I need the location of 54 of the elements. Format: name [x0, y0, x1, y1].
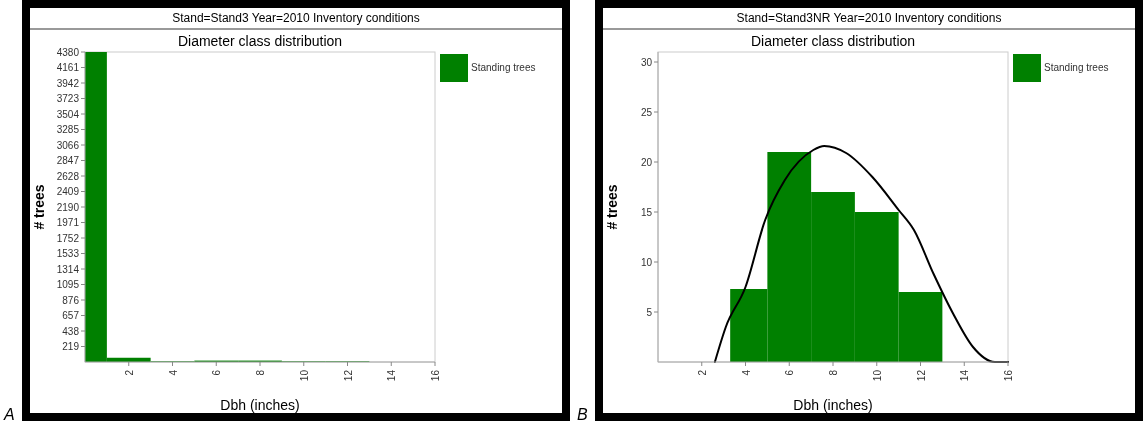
y-tick-label: 1533: [56, 248, 80, 259]
text: Standing trees: [471, 61, 536, 73]
text: A: [3, 406, 15, 423]
y-tick-label: 4161: [56, 62, 80, 73]
x-tick-label: 14: [959, 369, 971, 382]
chart-title: Stand=Stand3NR Year=2010 Inventory conditions: [736, 11, 1002, 25]
x-tick-label: 12: [342, 369, 354, 382]
y-tick-label: 3066: [56, 139, 80, 151]
x-tick-label: 4: [167, 369, 179, 376]
y-tick-label: 15: [640, 206, 653, 218]
y-tick-label: 25: [640, 106, 653, 118]
y-tick-label: 3942: [56, 77, 80, 89]
x-tick-label: 4: [740, 369, 752, 376]
x-tick-label: 16: [430, 369, 441, 382]
x-axis-title: Dbh (inches): [793, 397, 873, 413]
chart-title: Stand=Stand3 Year=2010 Inventory conditions: [172, 11, 420, 25]
y-tick-label: 3285: [56, 124, 80, 135]
chart-subtitle: Diameter class distribution: [750, 33, 916, 49]
y-tick-label: 1752: [56, 232, 80, 244]
y-tick-label: 3723: [56, 93, 80, 104]
y-tick-label: 219: [62, 341, 80, 352]
y-tick-label: 2847: [56, 155, 80, 166]
x-tick-label: 12: [915, 369, 927, 382]
x-tick-label: 2: [696, 369, 708, 376]
y-axis-title: # trees: [31, 184, 47, 230]
y-tick-label: 876: [62, 294, 80, 306]
y-tick-label: 5: [646, 306, 653, 318]
y-tick-label: 438: [62, 325, 80, 337]
y-tick-label: 1971: [56, 217, 80, 228]
x-tick-label: 2: [123, 369, 135, 376]
x-tick-label: 14: [386, 369, 398, 382]
x-tick-label: 10: [871, 369, 883, 382]
x-tick-label: 6: [784, 369, 796, 376]
x-tick-label: 10: [298, 369, 310, 382]
y-tick-label: 657: [62, 310, 80, 321]
text: B: [577, 406, 588, 423]
y-tick-label: 2409: [56, 186, 80, 197]
y-tick-label: 2628: [56, 170, 80, 182]
y-tick-label: 4380: [56, 46, 80, 58]
y-tick-label: 30: [640, 56, 653, 68]
x-tick-label: 6: [211, 369, 223, 376]
text: Standing trees: [1044, 61, 1109, 73]
x-axis-title: Dbh (inches): [220, 397, 300, 413]
x-tick-label: 8: [255, 369, 266, 376]
x-tick-label: 16: [1003, 369, 1014, 382]
y-tick-label: 1314: [56, 263, 80, 275]
y-tick-label: 2190: [56, 201, 80, 213]
y-tick-label: 3504: [56, 108, 80, 120]
y-tick-label: 1095: [56, 279, 80, 290]
x-tick-label: 8: [828, 369, 839, 376]
y-axis-title: # trees: [604, 184, 620, 230]
chart-subtitle: Diameter class distribution: [177, 33, 343, 49]
y-tick-label: 10: [640, 256, 653, 268]
y-tick-label: 20: [640, 156, 653, 168]
